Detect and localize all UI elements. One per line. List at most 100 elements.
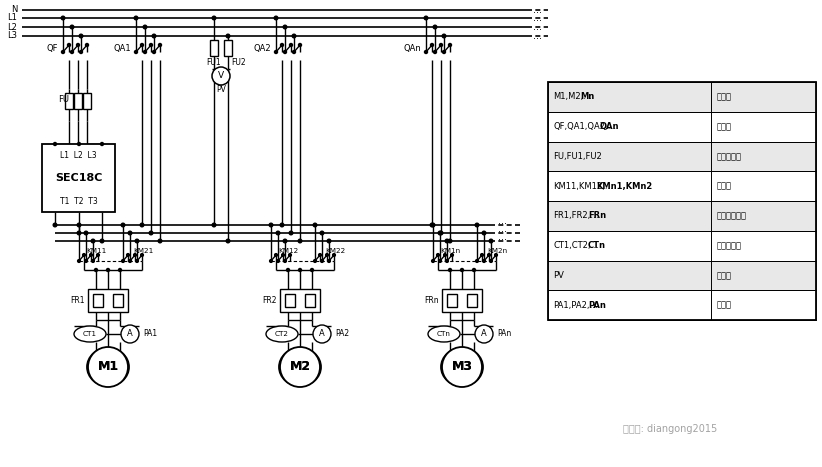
Circle shape [141,223,144,227]
Circle shape [442,34,446,38]
Circle shape [280,223,284,227]
Circle shape [269,223,273,227]
Circle shape [71,50,73,54]
Text: ...: ... [497,224,506,234]
Bar [224,40,232,56]
Circle shape [226,239,230,243]
Bar [548,112,816,142]
Circle shape [79,34,83,38]
Circle shape [80,50,82,54]
Bar [548,231,816,261]
Circle shape [95,269,98,271]
Text: 微信号: diangong2015: 微信号: diangong2015 [623,424,717,434]
Text: CTn: CTn [588,241,606,250]
Circle shape [141,254,143,256]
Circle shape [85,43,89,47]
Circle shape [433,50,436,54]
Circle shape [446,260,448,262]
Circle shape [490,260,492,262]
Text: FU,FU1,FU2: FU,FU1,FU2 [553,152,602,161]
Circle shape [481,254,483,256]
Text: M2: M2 [289,361,311,374]
Bar [548,261,816,290]
Text: PA2: PA2 [335,330,349,339]
Circle shape [328,260,330,262]
Circle shape [121,325,139,343]
Circle shape [128,231,132,235]
Circle shape [76,43,80,47]
Circle shape [84,231,88,235]
Circle shape [90,254,92,256]
Bar [548,201,816,231]
Bar [548,82,816,112]
Circle shape [77,260,81,262]
Circle shape [122,260,124,262]
Circle shape [77,231,81,235]
Circle shape [439,260,441,262]
Text: CT1: CT1 [83,331,97,337]
Circle shape [284,25,287,29]
Circle shape [144,50,146,54]
Circle shape [134,254,136,256]
Circle shape [212,67,230,85]
Text: 快速熴断器: 快速熴断器 [717,152,742,161]
Circle shape [136,260,138,262]
Circle shape [432,223,435,227]
Circle shape [275,16,278,20]
Circle shape [159,43,161,47]
Text: QAn: QAn [404,44,421,54]
Text: 断路器: 断路器 [717,122,732,131]
Circle shape [487,254,491,256]
Circle shape [77,223,81,227]
Circle shape [298,43,302,47]
Circle shape [438,231,441,235]
Text: ...: ... [497,232,506,242]
Text: FR2: FR2 [262,296,277,305]
Bar [548,142,816,171]
Circle shape [61,16,65,20]
Bar [548,290,816,320]
Text: ...: ... [533,31,542,41]
Text: M3: M3 [451,361,473,374]
Circle shape [424,50,427,54]
Circle shape [483,260,486,262]
Text: 电流互感器: 电流互感器 [717,241,742,250]
Bar [548,171,816,201]
Text: KM11: KM11 [86,248,106,254]
Text: A: A [127,330,133,339]
Circle shape [432,260,434,262]
Text: L1: L1 [7,14,17,22]
Circle shape [280,347,320,387]
Text: L1  L2  L3: L1 L2 L3 [60,150,97,160]
Bar [83,93,91,109]
Circle shape [321,260,323,262]
Text: PAn: PAn [497,330,511,339]
Bar [447,294,457,307]
Circle shape [128,260,132,262]
Circle shape [289,254,292,256]
Circle shape [280,43,284,47]
Text: 电动机: 电动机 [717,92,732,101]
Bar [548,82,816,320]
Text: Mn: Mn [580,92,594,101]
Circle shape [121,223,125,227]
Bar [88,289,128,312]
Circle shape [91,239,95,243]
Text: V: V [218,71,224,80]
Ellipse shape [74,326,106,342]
Circle shape [449,269,451,271]
Text: FR1,FR2,…: FR1,FR2,… [553,212,598,220]
Text: KM12: KM12 [278,248,298,254]
Text: FRn: FRn [588,212,607,220]
Bar [467,294,477,307]
Circle shape [118,269,122,271]
Circle shape [53,223,57,227]
Circle shape [212,16,216,20]
Circle shape [292,34,296,38]
Bar [210,40,218,56]
Circle shape [460,269,464,271]
Text: T1  T2  T3: T1 T2 T3 [60,197,97,205]
Circle shape [314,260,316,262]
Circle shape [440,43,442,47]
Bar [305,294,315,307]
